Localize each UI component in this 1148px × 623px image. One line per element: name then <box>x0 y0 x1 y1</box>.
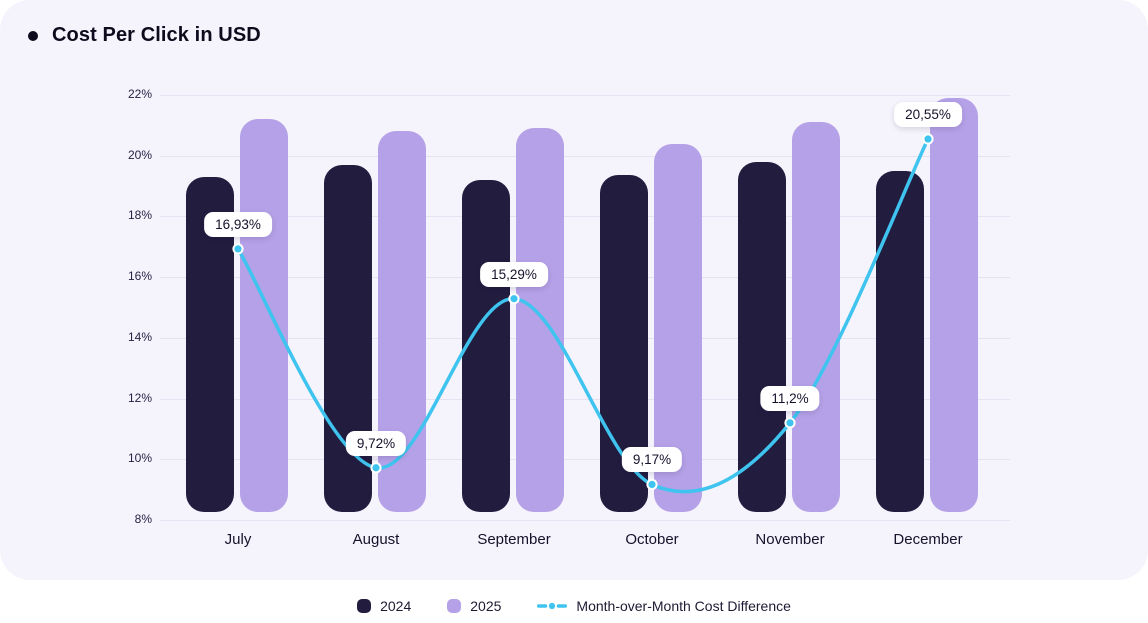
x-axis-label: September <box>477 531 551 548</box>
dash-dot-line-icon <box>537 602 568 610</box>
y-axis-tick-label: 8% <box>134 512 152 526</box>
line-point-label: 9,17% <box>621 447 683 473</box>
line-point-label: 15,29% <box>480 261 548 287</box>
x-axis-label: December <box>893 531 963 548</box>
legend-label-2024: 2024 <box>380 598 412 614</box>
legend-item-2024[interactable]: 2024 <box>357 598 411 614</box>
y-axis-tick-label: 14% <box>127 329 152 344</box>
y-axis-tick-label: 10% <box>127 451 152 466</box>
legend-swatch-2024 <box>357 599 372 613</box>
y-axis-tick-label: 22% <box>127 87 152 101</box>
gridline <box>160 520 1010 521</box>
bar-2025-december[interactable] <box>930 98 978 512</box>
x-axis-label: August <box>352 531 400 548</box>
chart-legend: 2024 2025 Month-over-Month Cost Differen… <box>0 598 1148 614</box>
gridline <box>160 95 1010 96</box>
legend-label-mom-difference: Month-over-Month Cost Difference <box>576 598 791 614</box>
bar-2024-september[interactable] <box>462 180 510 512</box>
title-bullet-icon <box>28 30 38 41</box>
legend-item-mom-difference[interactable]: Month-over-Month Cost Difference <box>537 598 791 614</box>
line-point-label: 16,93% <box>204 211 272 237</box>
line-point-label: 9,72% <box>345 430 407 456</box>
x-axis-label: October <box>625 531 679 548</box>
y-axis-tick-label: 18% <box>127 208 152 223</box>
chart-title: Cost Per Click in USD <box>52 24 261 46</box>
line-point-label: 20,55% <box>894 102 962 128</box>
legend-item-2025[interactable]: 2025 <box>447 598 501 614</box>
legend-label-2025: 2025 <box>470 598 502 614</box>
bar-2025-july[interactable] <box>240 119 288 512</box>
bar-2025-november[interactable] <box>792 122 840 512</box>
chart-header: Cost Per Click in USD <box>28 24 261 47</box>
y-axis-tick-label: 20% <box>127 147 152 162</box>
bar-2024-august[interactable] <box>324 164 372 512</box>
bar-2024-november[interactable] <box>738 161 786 512</box>
y-axis-tick-label: 12% <box>127 390 152 405</box>
legend-swatch-2025 <box>447 599 462 613</box>
plot-area: 8% 10% 12% 14% 16% 18% 20% 22% July August Septemb… <box>127 87 1010 548</box>
x-axis-label: November <box>755 531 825 548</box>
y-axis-tick-label: 16% <box>127 269 152 284</box>
x-axis-label: July <box>224 531 252 548</box>
line-point-label: 11,2% <box>760 385 820 411</box>
bar-2024-december[interactable] <box>876 170 924 512</box>
bar-2025-september[interactable] <box>516 128 564 512</box>
